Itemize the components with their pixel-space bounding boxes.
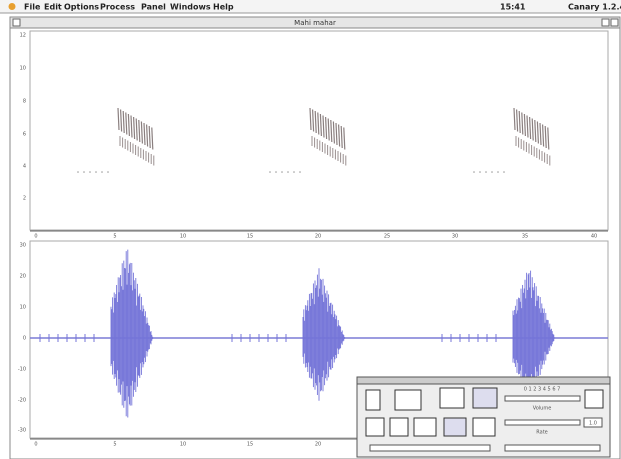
noise-dot — [491, 171, 493, 173]
x-tick-label: 15 — [247, 442, 253, 448]
noise-dot — [299, 171, 301, 173]
noise-dot — [281, 171, 283, 173]
y-tick-label: 30 — [20, 243, 26, 249]
control-palette: 0 1 2 3 4 5 6 7 Volume Rate 1.0 — [357, 377, 610, 457]
x-tick-label: 25 — [384, 234, 390, 240]
window-title: Mahi mahar — [294, 19, 336, 27]
tool-button[interactable] — [395, 390, 421, 410]
x-tick-label: 0 — [34, 442, 37, 448]
menu-item[interactable]: Options — [64, 3, 99, 12]
volume-scale: 0 1 2 3 4 5 6 7 — [524, 387, 561, 393]
x-tick-label: 15 — [247, 234, 253, 240]
y-tick-label: 6 — [23, 132, 26, 138]
x-tick-label: 40 — [591, 234, 597, 240]
noise-dot — [95, 171, 97, 173]
noise-dot — [101, 171, 103, 173]
tool-button[interactable] — [444, 418, 466, 436]
noise-dot — [107, 171, 109, 173]
noise-dot — [293, 171, 295, 173]
y-tick-label: 12 — [20, 33, 26, 39]
tool-button[interactable] — [585, 390, 603, 408]
noise-dot — [287, 171, 289, 173]
x-tick-label: 10 — [180, 234, 186, 240]
x-tick-label: 35 — [522, 234, 528, 240]
x-tick-label: 5 — [113, 442, 116, 448]
tool-button[interactable] — [390, 418, 408, 436]
app-name[interactable]: Canary 1.2.4 — [568, 3, 621, 12]
collapse-box[interactable] — [611, 19, 618, 26]
noise-dot — [77, 171, 79, 173]
volume-slider[interactable] — [505, 396, 580, 401]
noise-dot — [479, 171, 481, 173]
tool-button[interactable] — [366, 390, 380, 410]
menu-item[interactable]: Windows — [170, 3, 211, 12]
noise-dot — [473, 171, 475, 173]
menu-item[interactable]: Edit — [44, 3, 62, 12]
noise-dot — [275, 171, 277, 173]
y-tick-label: -20 — [18, 398, 26, 404]
clock: 15:41 — [500, 3, 526, 12]
noise-dot — [89, 171, 91, 173]
x-tick-label: 20 — [315, 234, 321, 240]
menu-item[interactable]: Process — [100, 3, 135, 12]
noise-dot — [485, 171, 487, 173]
rate-value: 1.0 — [589, 421, 597, 427]
contrast-slider[interactable] — [505, 445, 600, 451]
tool-button[interactable] — [366, 418, 384, 436]
menu-item[interactable]: Panel — [141, 3, 166, 12]
noise-dot — [503, 171, 505, 173]
rate-slider[interactable] — [505, 420, 580, 425]
y-tick-label: 2 — [23, 196, 26, 202]
x-tick-label: 10 — [180, 442, 186, 448]
x-tick-label: 30 — [452, 234, 458, 240]
page: {"menu_bar": {"items": ["File", "Edit", … — [0, 0, 621, 459]
x-tick-label: 0 — [34, 234, 37, 240]
rate-label: Rate — [536, 430, 547, 436]
y-tick-label: 8 — [23, 99, 26, 105]
tool-button[interactable] — [473, 388, 497, 408]
y-tick-label: -10 — [18, 367, 26, 373]
tool-button[interactable] — [473, 418, 495, 436]
x-tick-label: 20 — [315, 442, 321, 448]
menu-item[interactable]: Help — [213, 3, 234, 12]
close-box[interactable] — [13, 19, 20, 26]
apple-icon[interactable] — [9, 3, 16, 10]
y-tick-label: 0 — [23, 336, 26, 342]
noise-dot — [83, 171, 85, 173]
palette-title-bar[interactable] — [357, 377, 610, 384]
y-tick-label: 10 — [20, 305, 26, 311]
menu-item[interactable]: File — [24, 3, 41, 12]
x-tick-label: 5 — [113, 234, 116, 240]
volume-label: Volume — [533, 406, 552, 412]
screen: File Edit Options Process Panel Windows … — [0, 0, 621, 459]
y-tick-label: -30 — [18, 428, 26, 434]
y-tick-label: 20 — [20, 274, 26, 280]
y-tick-label: 4 — [23, 164, 26, 170]
tool-button[interactable] — [440, 388, 464, 408]
tool-button[interactable] — [414, 418, 436, 436]
y-tick-label: 10 — [20, 66, 26, 72]
noise-dot — [497, 171, 499, 173]
noise-dot — [269, 171, 271, 173]
zoom-box[interactable] — [602, 19, 609, 26]
brightness-slider[interactable] — [370, 445, 490, 451]
